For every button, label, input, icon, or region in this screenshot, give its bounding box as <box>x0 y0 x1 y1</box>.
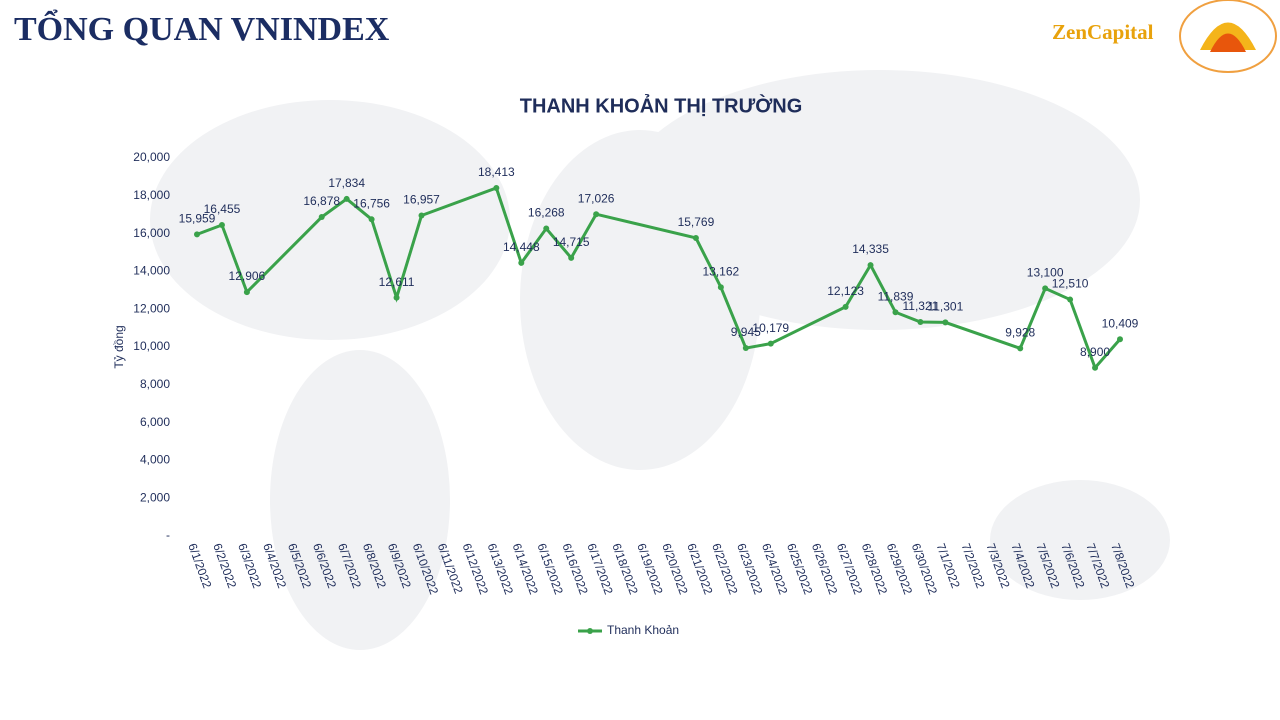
data-point <box>218 222 225 229</box>
data-label: 12,123 <box>827 284 864 298</box>
data-point <box>518 259 525 266</box>
data-point <box>1067 296 1074 303</box>
brand-name: ZenCapital <box>1052 20 1154 44</box>
data-label: 16,957 <box>403 193 440 207</box>
chart-title: THANH KHOẢN THỊ TRƯỜNG <box>520 93 803 117</box>
data-point <box>1117 336 1123 343</box>
y-tick-label: 10,000 <box>133 339 170 353</box>
data-point <box>917 319 924 326</box>
data-point <box>692 234 699 241</box>
data-point <box>717 284 724 291</box>
data-label: 12,611 <box>379 275 415 289</box>
page-title: TỔNG QUAN VNINDEX <box>14 9 390 48</box>
y-axis-label: Tỷ đồng <box>112 325 126 368</box>
data-label: 15,769 <box>678 215 715 229</box>
legend-marker <box>587 628 593 634</box>
y-tick-label: 16,000 <box>133 226 170 240</box>
data-label: 11,321 <box>903 299 939 313</box>
data-label: 14,715 <box>553 235 590 249</box>
y-tick-label: 6,000 <box>140 415 170 429</box>
data-label: 12,906 <box>229 269 266 283</box>
brand-logo <box>1179 0 1277 73</box>
data-label: 9,928 <box>1005 326 1035 340</box>
data-label: 10,409 <box>1102 316 1139 330</box>
data-point <box>767 340 774 347</box>
y-tick-label: 12,000 <box>133 301 170 315</box>
data-point <box>343 195 350 202</box>
data-point <box>842 303 849 310</box>
data-point <box>568 254 575 261</box>
data-point <box>393 294 400 301</box>
map-background <box>150 70 1170 650</box>
y-tick-label: 18,000 <box>133 188 170 202</box>
data-point <box>942 319 949 326</box>
data-point <box>418 212 425 219</box>
legend-label: Thanh Khoản <box>607 623 679 637</box>
data-point <box>593 211 600 218</box>
data-point <box>243 289 250 296</box>
data-label: 9,945 <box>731 325 761 339</box>
data-point <box>543 225 550 232</box>
data-label: 16,756 <box>353 196 390 210</box>
data-label: 11,839 <box>878 289 914 303</box>
data-point <box>318 214 325 221</box>
y-tick-label: 2,000 <box>140 490 170 504</box>
data-label: 15,959 <box>179 212 216 226</box>
data-label: 16,268 <box>528 206 565 220</box>
x-tick-label: 6/1/2022 <box>185 541 214 590</box>
data-point <box>1092 364 1099 371</box>
y-tick-label: 8,000 <box>140 377 170 391</box>
data-point <box>867 262 874 269</box>
data-label: 14,448 <box>503 240 540 254</box>
data-label: 13,162 <box>703 264 740 278</box>
y-tick-label: 4,000 <box>140 453 170 467</box>
data-point <box>368 216 375 223</box>
data-point <box>1017 345 1024 352</box>
y-tick-label: - <box>166 528 170 542</box>
data-label: 14,335 <box>852 242 889 256</box>
data-point <box>194 231 200 238</box>
data-label: 10,179 <box>752 321 789 335</box>
data-point <box>493 184 500 191</box>
data-point <box>892 309 899 316</box>
data-point <box>1042 285 1049 292</box>
data-label: 11,301 <box>927 300 963 314</box>
data-label: 17,026 <box>578 191 615 205</box>
y-tick-label: 14,000 <box>133 264 170 278</box>
data-label: 16,455 <box>204 202 241 216</box>
data-label: 13,100 <box>1027 266 1064 280</box>
y-tick-label: 20,000 <box>133 150 170 164</box>
data-label: 18,413 <box>478 165 515 179</box>
data-label: 17,834 <box>328 176 365 190</box>
data-point <box>742 345 749 352</box>
data-label: 16,878 <box>303 194 340 208</box>
data-label: 12,510 <box>1052 277 1089 291</box>
data-label: 8,900 <box>1080 345 1110 359</box>
